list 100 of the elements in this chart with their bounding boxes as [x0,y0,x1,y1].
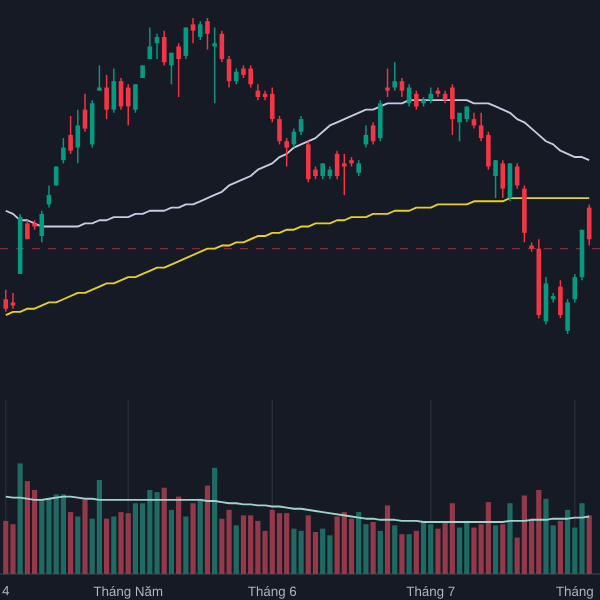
candlestick [39,210,45,244]
candlestick [3,289,9,313]
candlestick [586,203,592,247]
candlestick [104,74,109,120]
bar [456,527,463,574]
bar [291,528,297,574]
bar [356,512,362,574]
candlestick [385,67,390,98]
candlestick [493,159,498,199]
candlestick [284,137,289,168]
bar [334,516,340,574]
candlestick [197,20,203,41]
candlestick [10,292,16,310]
candlestick [169,52,174,86]
bar [17,463,23,574]
candlestick [565,298,570,335]
bar [543,498,549,574]
bar [53,494,59,574]
candlestick [176,42,181,98]
bar [147,489,153,574]
bar [485,502,491,574]
bar [125,513,131,574]
candlestick [269,86,275,124]
bar [31,489,38,574]
candlestick [61,137,66,165]
bar [435,528,441,574]
candlestick [399,77,405,98]
bar [226,509,232,574]
candlestick [97,64,102,92]
candlestick [248,64,253,89]
candlestick [457,112,462,142]
bar [377,530,383,574]
bar [399,534,405,574]
bar [111,516,117,574]
bar [96,479,102,574]
bar [82,499,88,574]
bar [10,524,16,574]
bar [24,481,30,574]
bar [298,530,304,574]
bar [104,518,110,574]
bar [428,524,434,574]
bar [521,495,527,574]
bar [536,489,542,574]
bar [341,512,347,574]
candlestick [558,279,563,319]
bar [276,513,283,574]
candlestick [125,83,131,127]
bar [154,492,160,574]
candlestick [205,17,210,51]
bar [168,509,175,574]
candlestick [111,67,117,114]
candlestick [486,131,491,171]
candlestick [298,115,304,136]
bar [565,509,571,574]
bar [464,520,470,574]
bar [46,498,52,574]
candlestick [68,115,73,155]
bar [212,467,218,574]
bar [39,498,45,574]
candlestick [133,83,138,114]
bar [557,520,563,574]
bar [406,534,412,574]
bar [118,512,124,574]
bar [67,512,74,574]
bar [75,516,81,574]
bar [420,522,427,574]
candlestick [342,153,347,196]
bar [204,485,211,574]
bar [233,525,239,574]
bar [384,505,391,574]
bar [327,535,333,574]
bar [248,515,254,574]
bar [284,513,290,574]
bar [492,525,499,574]
bar [190,503,196,574]
bar [183,516,189,574]
candlestick [212,26,217,105]
bar [197,498,203,574]
bar [132,503,139,574]
candlestick [305,140,311,184]
bar [305,515,311,574]
bar [507,503,513,574]
bar [413,530,419,574]
bar [449,503,455,574]
candlestick [277,115,282,146]
candlestick [450,83,455,136]
candlestick [161,29,167,67]
candlestick [147,26,153,60]
bar [471,527,477,574]
candlestick [190,17,196,45]
bar [161,487,167,574]
candlestick [522,184,527,244]
bar [392,525,398,574]
bar [176,496,182,574]
bar [255,520,261,574]
bar [219,518,225,574]
candlestick [500,159,506,199]
bar [60,494,66,574]
bar [348,518,355,574]
candlestick [378,99,383,142]
